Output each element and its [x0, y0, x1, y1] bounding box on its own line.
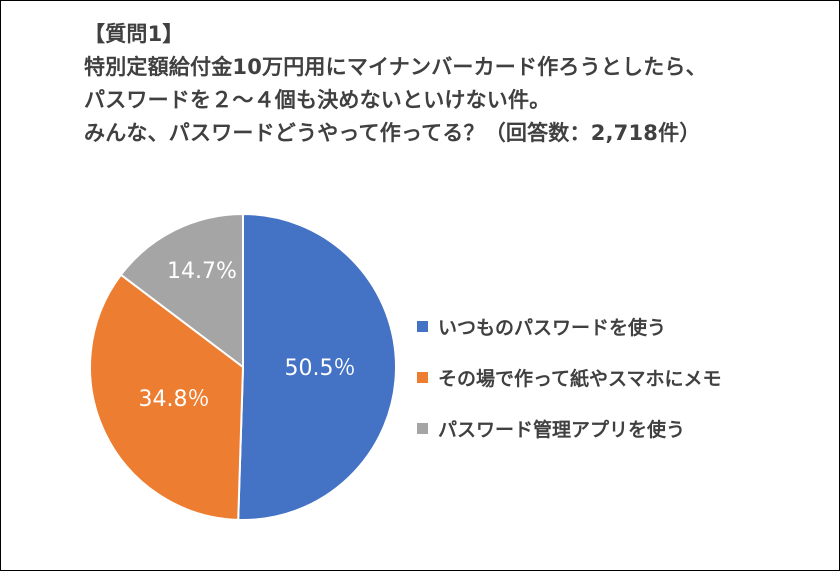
pie-slice — [89, 273, 245, 521]
data-label: 34.8％ — [139, 387, 210, 412]
legend-item: パスワード管理アプリを使う — [417, 403, 721, 454]
pie-slice — [237, 212, 397, 521]
pie-slice — [119, 212, 244, 370]
data-label: 50.5％ — [285, 356, 356, 381]
chart-legend: いつものパスワードを使う その場で作って紙やスマホにメモ パスワード管理アプリを… — [417, 301, 721, 454]
legend-label: パスワード管理アプリを使う — [438, 419, 686, 441]
chart-title-block: 【質問1】 特別定額給付金10万円用にマイナンバーカード作ろうとしたら、 パスワ… — [84, 18, 707, 150]
legend-swatch — [417, 321, 428, 332]
legend-item: いつものパスワードを使う — [417, 301, 721, 352]
chart-subtitle-line-3: みんな、パスワードどうやって作ってる？（回答数：2,718件） — [84, 121, 701, 145]
chart-subtitle-line-1: 特別定額給付金10万円用にマイナンバーカード作ろうとしたら、 — [84, 55, 707, 79]
legend-label: いつものパスワードを使う — [438, 317, 667, 339]
chart-subtitle-line-2: パスワードを２～４個も決めないといけない件。 — [84, 88, 551, 112]
legend-item: その場で作って紙やスマホにメモ — [417, 352, 721, 403]
legend-swatch — [417, 423, 428, 434]
legend-label: その場で作って紙やスマホにメモ — [438, 368, 722, 390]
data-label: 14.7% — [167, 259, 237, 284]
chart-title: 【質問1】 — [84, 22, 184, 46]
legend-swatch — [417, 372, 428, 383]
